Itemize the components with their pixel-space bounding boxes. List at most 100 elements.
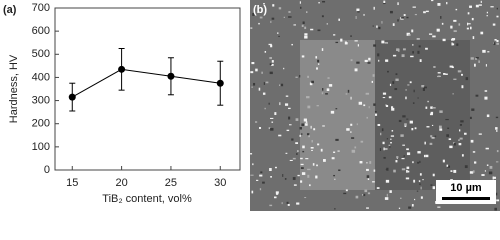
speckle [406,169,408,173]
speckle [350,96,352,100]
speckle [458,142,462,146]
speckle [461,85,464,89]
x-tick-label: 15 [66,177,78,189]
speckle [493,176,496,179]
speckle [299,126,302,130]
speckle [309,82,313,86]
speckle [441,22,444,25]
speckle [406,148,409,151]
speckle [363,104,366,107]
micrograph-region [300,40,375,190]
speckle [306,96,310,99]
speckle [313,128,316,131]
speckle [453,169,457,173]
speckle [431,137,435,139]
speckle [484,90,488,92]
speckle [380,132,382,136]
speckle [277,32,279,34]
speckle [408,206,412,209]
speckle [496,199,500,202]
speckle [469,171,474,174]
speckle [392,81,395,84]
speckle [375,113,378,116]
figure: (b) 10 µm (a) Hardness, HV TiB₂ content,… [3,0,500,211]
speckle [485,64,487,67]
speckle [301,172,306,175]
speckle [278,7,282,10]
speckle [447,165,451,168]
speckle [297,150,299,152]
speckle [385,168,388,170]
speckle [450,170,453,172]
speckle [350,123,353,126]
speckle [377,53,380,57]
series-line [72,68,221,98]
speckle [260,171,263,174]
speckle [366,168,369,171]
speckle [369,161,372,164]
speckle [265,81,269,84]
speckle [451,42,453,46]
speckle [367,192,371,195]
speckle [484,170,486,172]
speckle [309,184,311,187]
speckle [446,164,449,167]
speckle [288,116,291,120]
speckle [430,135,433,138]
speckle [446,2,448,5]
speckle [317,143,320,146]
speckle [300,167,304,169]
speckle [448,138,452,141]
speckle [264,107,266,110]
speckle [301,24,304,27]
speckle [413,179,416,183]
speckle [464,165,468,169]
speckle [383,147,385,151]
speckle [412,51,414,54]
speckle [282,174,284,177]
speckle [269,71,273,75]
speckle [350,35,352,37]
speckle [390,141,392,144]
speckle [493,42,496,46]
speckle [495,116,499,119]
speckle [411,204,414,207]
speckle [474,161,477,164]
speckle [466,27,469,30]
speckle [402,48,406,51]
speckle [392,23,395,26]
speckle [442,159,445,163]
speckle [307,174,310,178]
speckle [397,48,400,52]
speckle [495,192,498,196]
speckle [343,192,347,195]
speckle [471,108,475,111]
speckle [269,63,272,66]
speckle [414,127,417,130]
speckle [395,78,399,81]
speckle [300,163,304,166]
speckle [389,83,392,86]
speckle [416,38,420,40]
speckle [453,19,457,22]
speckle [384,148,388,150]
speckle [475,56,479,59]
speckle [485,147,489,150]
speckle [471,17,474,21]
speckle [403,14,406,17]
speckle [455,8,458,11]
y-tick-label: 100 [32,141,50,153]
speckle [256,179,259,181]
speckle [379,148,382,151]
speckle [269,56,272,60]
speckle [440,16,442,19]
speckle [261,71,263,74]
speckle [484,96,488,100]
speckle [389,10,393,14]
speckle [363,13,365,16]
speckle [335,138,339,141]
speckle [472,170,475,173]
speckle [384,42,389,44]
speckle [411,127,414,131]
speckle [293,184,297,186]
